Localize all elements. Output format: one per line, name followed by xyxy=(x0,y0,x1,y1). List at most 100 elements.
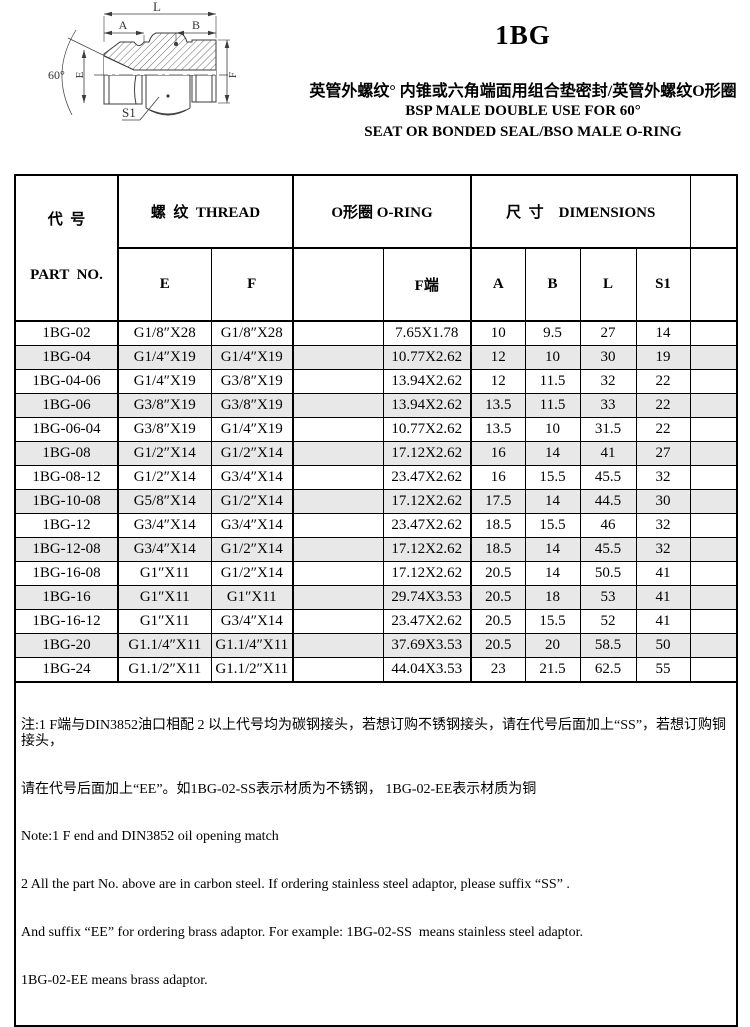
table-cell: 20.5 xyxy=(470,561,526,586)
table-cell: G1″X11 xyxy=(210,585,294,610)
table-cell: 13.5 xyxy=(470,417,526,442)
note-line-en2: 2 All the part No. above are in carbon s… xyxy=(21,877,570,893)
table-cell: 1BG-12-08 xyxy=(14,537,119,562)
table-cell: 46 xyxy=(579,513,637,538)
table-cell: 1BG-20 xyxy=(14,633,119,658)
table-cell xyxy=(292,345,384,370)
table-cell: 10.77X2.62 xyxy=(382,417,472,442)
table-cell: 45.5 xyxy=(579,465,637,490)
col-header-f: F xyxy=(210,247,294,322)
table-cell: 1BG-12 xyxy=(14,513,119,538)
table-cell: 18.5 xyxy=(470,537,526,562)
table-cell: 14 xyxy=(524,489,581,514)
table-cell: G1/2″X14 xyxy=(117,441,212,466)
table-cell: 17.5 xyxy=(470,489,526,514)
table-cell: 52 xyxy=(579,609,637,634)
table-cell: G3/8″X19 xyxy=(117,417,212,442)
table-cell: 14 xyxy=(524,441,581,466)
header-row-columns: E F F端 A B L S1 xyxy=(15,247,738,322)
table-cell: 30 xyxy=(635,489,691,514)
table-cell: 13.94X2.62 xyxy=(382,369,472,394)
table-cell: 55 xyxy=(635,657,691,683)
table-cell: 62.5 xyxy=(579,657,637,683)
table-cell: G1/8″X28 xyxy=(117,320,212,346)
cone-angle-callout: 60° xyxy=(48,29,135,116)
table-cell: 41 xyxy=(635,609,691,634)
table-cell: 1BG-06-04 xyxy=(14,417,119,442)
dimension-F: F xyxy=(218,39,239,104)
table-cell: G1/4″X19 xyxy=(117,369,212,394)
dim-label-B: B xyxy=(192,18,200,32)
subtitle-english-line2: SEAT OR BONDED SEAL/BSO MALE O-RING xyxy=(364,124,682,140)
table-cell xyxy=(689,585,738,610)
table-row: 1BG-12-08 G3/4″X14 G1/2″X14 17.12X2.62 18.5 1… xyxy=(14,537,738,562)
dim-label-E: E xyxy=(74,71,86,78)
col-header-oring-f: F端 xyxy=(382,247,472,322)
dimension-E: E xyxy=(74,50,87,103)
table-cell xyxy=(689,561,738,586)
table-cell xyxy=(292,537,384,562)
table-row: 1BG-16-12 G1″X11 G3/4″X14 23.47X2.62 20.5 15.… xyxy=(14,609,738,634)
table-cell xyxy=(689,513,738,538)
table-cell xyxy=(689,633,738,658)
table-cell: 15.5 xyxy=(524,609,581,634)
table-cell: 20 xyxy=(524,633,581,658)
table-cell: G1″X11 xyxy=(117,561,212,586)
table-cell: 17.12X2.62 xyxy=(382,561,472,586)
subtitle-chinese: 英管外螺纹° 内锥或六角端面用组合垫密封/英管外螺纹O形圈 xyxy=(309,83,737,100)
table-cell: 15.5 xyxy=(524,465,581,490)
table-cell xyxy=(292,657,384,683)
table-cell: G1/2″X14 xyxy=(210,489,294,514)
table-cell: 22 xyxy=(635,417,691,442)
col-group-extra xyxy=(689,174,738,249)
table-cell: 11.5 xyxy=(524,393,581,418)
table-cell: G5/8″X14 xyxy=(117,489,212,514)
dimension-A: A xyxy=(104,18,145,42)
fitting-section-upper xyxy=(103,32,217,76)
table-cell: 1BG-16-12 xyxy=(14,609,119,634)
dimension-B: B xyxy=(174,18,216,46)
table-cell: 10 xyxy=(524,345,581,370)
table-cell: 33 xyxy=(579,393,637,418)
note-line-en3: And suffix “EE” for ordering brass adapt… xyxy=(21,924,583,940)
table-cell xyxy=(292,465,384,490)
table-cell: 1BG-16 xyxy=(14,585,119,610)
table-cell: 22 xyxy=(635,369,691,394)
table-cell xyxy=(292,489,384,514)
table-cell: G1″X11 xyxy=(117,609,212,634)
table-cell: 53 xyxy=(579,585,637,610)
table-cell: 30 xyxy=(579,345,637,370)
table-cell: G3/8″X19 xyxy=(210,393,294,418)
table-cell: 32 xyxy=(635,537,691,562)
table-cell: 1BG-10-08 xyxy=(14,489,119,514)
table-row: 1BG-02 G1/8″X28 G1/8″X28 7.65X1.78 10 9.5 27 14 xyxy=(14,320,738,346)
fitting-technical-drawing: L A B E xyxy=(48,0,239,121)
table-cell xyxy=(689,465,738,490)
table-cell: G1.1/4″X11 xyxy=(210,633,294,658)
col-header-part-en: PART NO. xyxy=(30,267,103,283)
table-cell: 20.5 xyxy=(470,585,526,610)
table-cell: 16 xyxy=(470,465,526,490)
table-cell: G1.1/2″X11 xyxy=(117,657,212,683)
table-cell: 32 xyxy=(579,369,637,394)
table-cell: G1.1/4″X11 xyxy=(117,633,212,658)
dim-label-A: A xyxy=(119,18,128,32)
table-cell: 10 xyxy=(524,417,581,442)
table-row: 1BG-10-08 G5/8″X14 G1/2″X14 17.12X2.62 17.5 1… xyxy=(14,489,738,514)
table-cell: 44.04X3.53 xyxy=(382,657,472,683)
table-cell xyxy=(292,609,384,634)
table-cell xyxy=(689,369,738,394)
table-row: 1BG-20 G1.1/4″X11 G1.1/4″X11 37.69X3.53 20.5… xyxy=(14,633,738,658)
table-cell: G1/8″X28 xyxy=(210,320,294,346)
notes-cell: 注:1 F端与DIN3852油口相配 2 以上代号均为碳钢接头，若想订购不锈钢接… xyxy=(14,681,738,1027)
table-cell: 20.5 xyxy=(470,633,526,658)
table-cell xyxy=(292,513,384,538)
table-cell: 1BG-04 xyxy=(14,345,119,370)
table-cell: 17.12X2.62 xyxy=(382,537,472,562)
table-cell xyxy=(689,489,738,514)
col-header-b: B xyxy=(524,247,581,322)
subtitle-english-line1: BSP MALE DOUBLE USE FOR 60° xyxy=(405,103,641,119)
table-row: 1BG-04 G1/4″X19 G1/4″X19 10.77X2.62 12 10 30 19 xyxy=(14,345,738,370)
table-cell: 14 xyxy=(635,320,691,346)
table-cell: 23 xyxy=(470,657,526,683)
